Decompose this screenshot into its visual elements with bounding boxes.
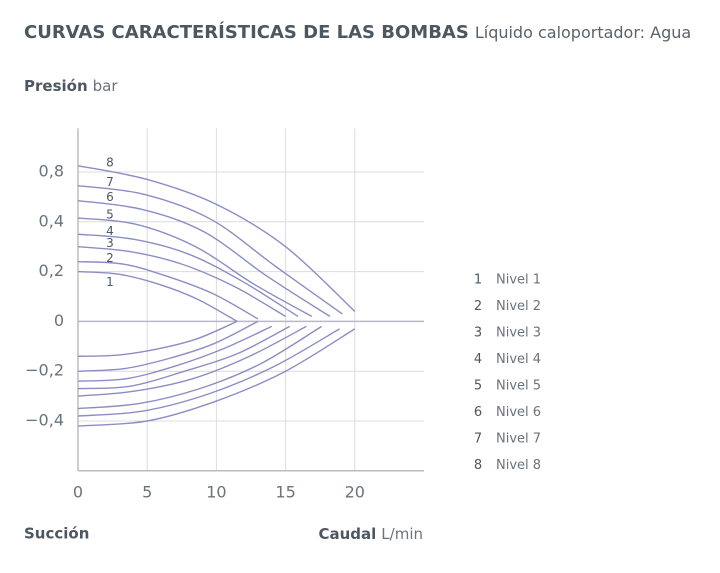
x-axis-label: Caudal L/min xyxy=(318,525,423,543)
legend-number: 2 xyxy=(474,299,482,314)
legend-number: 1 xyxy=(474,273,482,288)
x-tick-label: 5 xyxy=(142,482,152,501)
curve-label: 5 xyxy=(106,208,114,222)
pressure-curve xyxy=(77,260,259,320)
y-label-unit: bar xyxy=(93,77,119,95)
curve-label: 8 xyxy=(106,155,114,169)
suction-curve xyxy=(77,328,356,427)
pressure-curve xyxy=(77,233,299,318)
legend-number: 4 xyxy=(474,352,482,367)
legend-number: 7 xyxy=(474,432,482,447)
curve-label: 2 xyxy=(106,251,114,265)
pressure-curve xyxy=(77,185,343,315)
suction-curve xyxy=(77,320,238,357)
legend-label: Nivel 4 xyxy=(496,352,541,367)
pressure-curve xyxy=(77,199,331,318)
curve-label: 3 xyxy=(106,236,114,250)
suction-curve xyxy=(77,325,322,410)
suction-curve xyxy=(77,325,307,397)
x-tick-label: 15 xyxy=(275,482,295,501)
x-label-unit: L/min xyxy=(381,525,423,543)
x-tick-label: 0 xyxy=(73,482,83,501)
legend-label: Nivel 5 xyxy=(496,379,541,394)
legend-number: 3 xyxy=(474,326,482,341)
curve-label: 6 xyxy=(106,190,114,204)
pressure-curve xyxy=(77,270,238,323)
legend-label: Nivel 8 xyxy=(496,458,541,473)
pressure-curve xyxy=(77,165,356,312)
legend-label: Nivel 1 xyxy=(496,273,541,288)
legend-label: Nivel 2 xyxy=(496,299,541,314)
curve-label: 7 xyxy=(106,175,114,189)
x-tick-label: 10 xyxy=(206,482,226,501)
legend-label: Nivel 3 xyxy=(496,326,541,341)
y-label-title: Presión xyxy=(24,77,88,95)
suction-curve xyxy=(77,325,291,390)
suction-curve xyxy=(77,320,259,372)
y-axis-label: Presión bar xyxy=(24,77,118,95)
y-tick-label: 0,2 xyxy=(39,261,64,280)
legend-number: 6 xyxy=(474,405,482,420)
y-tick-label: −0,2 xyxy=(25,361,64,380)
y-tick-label: −0,4 xyxy=(25,411,64,430)
legend-label: Nivel 7 xyxy=(496,432,541,447)
pressure-curve xyxy=(77,246,286,318)
chart-subtitle: Líquido caloportador: Agua xyxy=(475,23,691,42)
x-tick-label: 20 xyxy=(345,482,365,501)
y-tick-label: 0 xyxy=(54,311,64,330)
suction-label: Succión xyxy=(24,525,89,543)
legend-number: 8 xyxy=(474,458,482,473)
suction-curve xyxy=(77,328,340,417)
legend-label: Nivel 6 xyxy=(496,405,541,420)
title-line: CURVAS CARACTERÍSTICAS DE LAS BOMBAS Líqu… xyxy=(24,21,691,43)
chart-title: CURVAS CARACTERÍSTICAS DE LAS BOMBAS xyxy=(24,21,469,43)
curve-label: 1 xyxy=(106,275,114,289)
y-tick-label: 0,4 xyxy=(39,211,64,230)
curve-label: 4 xyxy=(106,224,114,238)
y-tick-label: 0,8 xyxy=(39,162,64,181)
x-label-title: Caudal xyxy=(318,525,376,543)
suction-curve xyxy=(77,325,273,382)
pressure-curve xyxy=(77,217,313,318)
legend-number: 5 xyxy=(474,379,482,394)
